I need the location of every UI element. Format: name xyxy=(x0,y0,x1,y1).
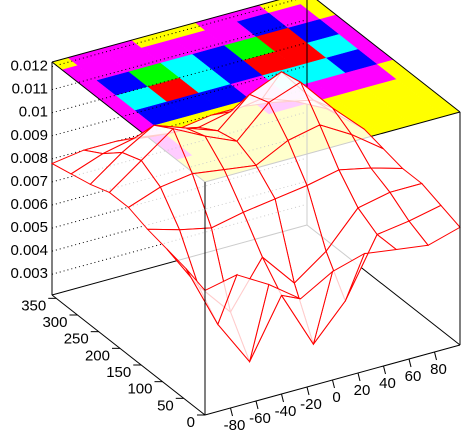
box-edge xyxy=(51,0,280,63)
z-tick-label: 0.011 xyxy=(12,81,48,98)
x-tick xyxy=(255,400,259,410)
contour-cell xyxy=(295,0,316,5)
y-tick-label: 50 xyxy=(157,397,174,414)
z-tick-label: 0.005 xyxy=(10,219,48,236)
z-tick-label: 0.009 xyxy=(10,127,48,144)
y-tick-label: 200 xyxy=(85,347,110,364)
contour-cell xyxy=(258,0,302,13)
y-tick-label: 150 xyxy=(106,364,131,381)
grid-line xyxy=(51,0,297,68)
x-tick xyxy=(281,393,284,403)
x-tick xyxy=(230,407,233,417)
x-tick xyxy=(306,386,310,396)
x-tick xyxy=(383,365,386,375)
z-tick-label: 0.004 xyxy=(10,242,48,259)
y-tick-label: 300 xyxy=(42,314,67,331)
x-tick xyxy=(434,351,437,361)
x-tick-label: -20 xyxy=(300,396,322,413)
x-tick-label: 0 xyxy=(332,389,340,406)
y-tick-label: 0 xyxy=(187,414,195,431)
grid-line xyxy=(51,19,308,91)
x-tick-label: -40 xyxy=(275,403,297,420)
y-tick-label: 250 xyxy=(64,331,89,348)
y-tick-label: 100 xyxy=(127,381,152,398)
x-tick xyxy=(408,358,412,368)
z-tick-label: 0.006 xyxy=(10,196,48,213)
z-tick-label: 0.008 xyxy=(10,150,48,167)
x-tick-label: 60 xyxy=(405,368,422,385)
x-tick-label: -60 xyxy=(249,410,271,427)
z-tick-label: 0.012 xyxy=(10,58,48,75)
x-tick xyxy=(332,379,335,389)
x-tick-label: 80 xyxy=(430,361,447,378)
x-tick-label: 20 xyxy=(354,382,371,399)
surface-cell xyxy=(185,268,238,326)
z-tick-label: 0.01 xyxy=(19,104,48,121)
grid-line xyxy=(51,65,308,137)
x-tick-label: 40 xyxy=(379,375,396,392)
x-tick-label: -80 xyxy=(224,417,246,432)
x-tick xyxy=(357,372,361,382)
z-tick-label: 0.003 xyxy=(10,265,48,282)
box-edge xyxy=(316,0,461,113)
y-tick-label: 350 xyxy=(21,297,46,314)
z-tick-label: 0.007 xyxy=(10,173,48,190)
grid-line xyxy=(51,42,308,114)
